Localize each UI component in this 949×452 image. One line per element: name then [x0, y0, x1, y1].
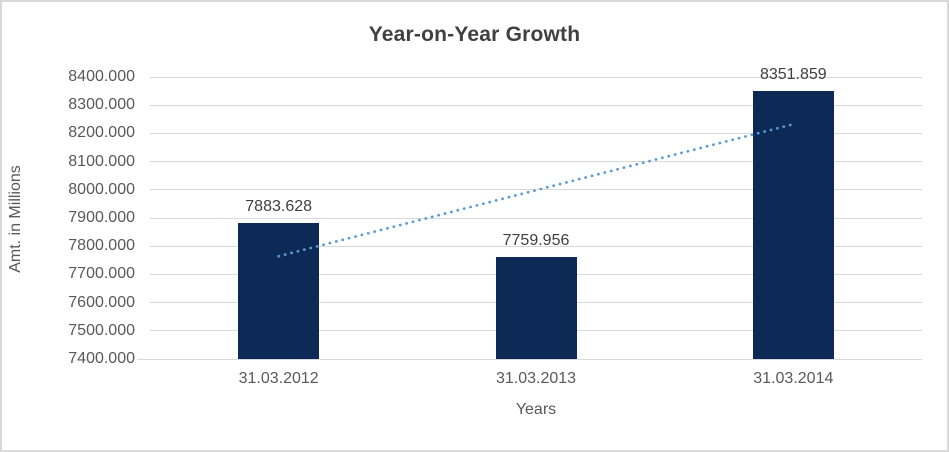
axis-tick	[137, 358, 150, 360]
gridline	[150, 104, 922, 106]
bar	[495, 257, 577, 359]
y-tick-label: 7500.000	[68, 321, 135, 339]
x-tick-label: 31.03.2012	[238, 370, 319, 387]
y-tick-label: 7900.000	[68, 209, 135, 226]
gridline	[150, 76, 922, 78]
x-tick-label: 31.03.2014	[753, 370, 834, 387]
y-axis-title: Amt. in Millions	[7, 165, 24, 273]
bar-value-label: 7883.628	[245, 197, 313, 215]
y-tick-label: 8100.000	[68, 152, 135, 170]
y-tick-label: 7600.000	[68, 293, 135, 311]
gridline	[150, 358, 922, 360]
y-tick-label: 7700.000	[68, 265, 135, 283]
bar	[752, 90, 834, 359]
y-tick-label: 7800.000	[68, 237, 135, 255]
y-tick-label: 7400.000	[68, 350, 135, 367]
chart-title: Year-on-Year Growth	[368, 23, 581, 46]
y-tick-label: 8200.000	[68, 124, 135, 142]
bar-value-label: 7759.956	[502, 232, 570, 250]
x-tick-label: 31.03.2013	[495, 370, 577, 387]
bar-value-label: 8351.859	[759, 65, 827, 83]
y-tick-label: 8000.000	[68, 180, 135, 198]
y-tick-label: 8400.000	[68, 68, 135, 85]
x-axis-title: Years	[515, 401, 557, 418]
bar	[238, 222, 320, 359]
y-tick-label: 8300.000	[68, 96, 135, 114]
